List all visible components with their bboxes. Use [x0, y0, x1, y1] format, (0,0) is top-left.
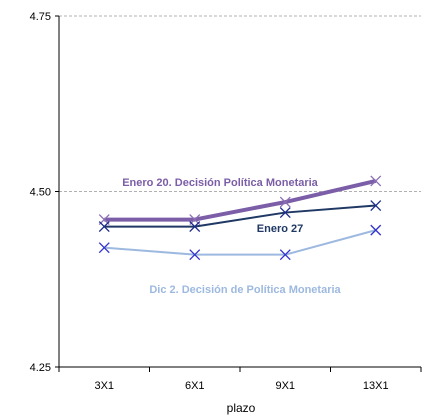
axes: 4.25 4.50 4.75 3X1 6X1 9X1 13X1 — [30, 11, 422, 392]
x-tick-label: 6X1 — [185, 380, 205, 392]
data-point-marker — [98, 242, 110, 254]
y-tick-label: 4.25 — [30, 362, 51, 374]
data-point-marker — [189, 249, 201, 261]
data-point-marker — [189, 221, 201, 233]
grid-lines — [59, 15, 421, 192]
series-group — [98, 175, 382, 261]
x-tick-label: 9X1 — [275, 380, 295, 392]
y-tick-label: 4.50 — [30, 187, 51, 199]
series-line — [104, 229, 377, 256]
annotation-label: Dic 2. Decisión de Política Monetaria — [149, 284, 341, 296]
annotations: Enero 20. Decisión Política Monetaria Ene… — [122, 177, 341, 296]
series-line — [104, 204, 376, 228]
annotation-label: Enero 27 — [257, 223, 303, 235]
x-tick-label: 3X1 — [94, 380, 114, 392]
data-point-marker — [279, 196, 291, 208]
data-point-marker — [370, 224, 382, 236]
annotation-label: Enero 20. Decisión Política Monetaria — [122, 177, 318, 189]
data-point-marker — [98, 221, 110, 233]
x-tick-label: 13X1 — [363, 380, 389, 392]
series-line — [104, 179, 377, 222]
data-point-marker — [279, 207, 291, 219]
data-point-marker — [370, 175, 382, 187]
data-point-marker — [279, 249, 291, 261]
x-axis-title: plazo — [227, 401, 256, 415]
y-tick-label: 4.75 — [30, 11, 51, 23]
data-point-marker — [370, 200, 382, 211]
